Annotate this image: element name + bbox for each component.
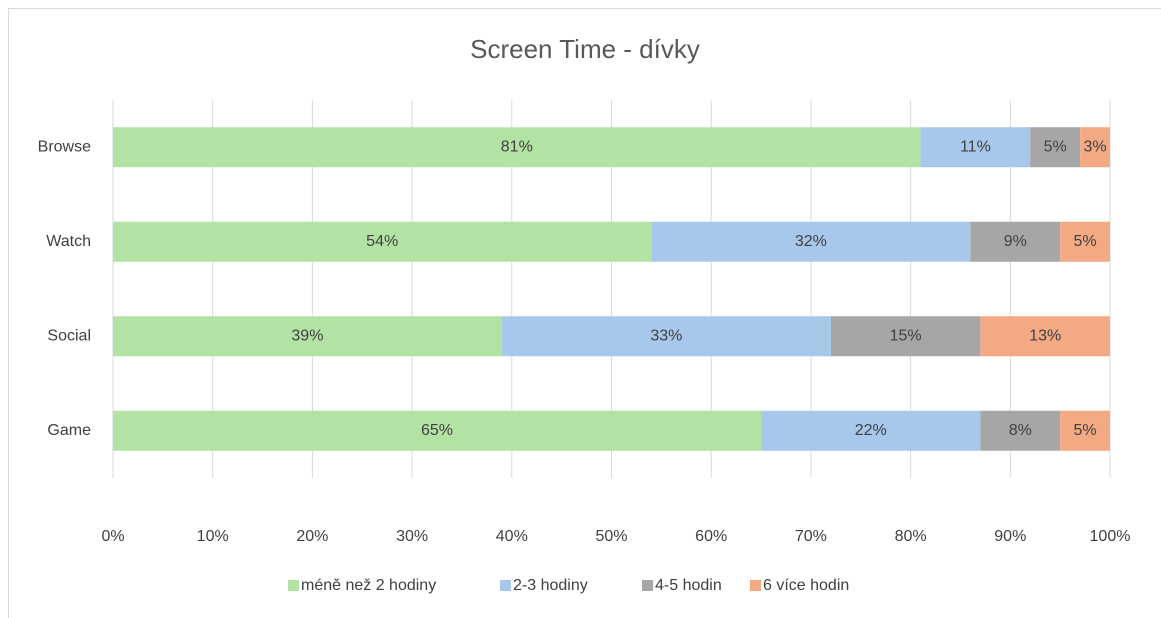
data-label: 13% — [1029, 327, 1061, 344]
bar-segment — [980, 410, 1061, 451]
x-tick-label: 90% — [994, 528, 1026, 545]
bar-segment — [113, 127, 921, 168]
bar-segment — [980, 316, 1110, 357]
data-label: 65% — [421, 422, 453, 439]
data-label: 5% — [1074, 422, 1097, 439]
legend-swatch — [500, 580, 511, 591]
bar-segment — [113, 410, 762, 451]
y-tick-label: Browse — [38, 138, 91, 155]
bar-segment — [501, 316, 831, 357]
legend-swatch — [750, 580, 761, 591]
bar-segment — [113, 316, 502, 357]
data-label: 54% — [366, 233, 398, 250]
y-tick-label: Watch — [46, 233, 91, 250]
bar-segment — [1080, 127, 1110, 168]
y-tick-label: Game — [47, 422, 91, 439]
bar-segment — [1060, 221, 1110, 262]
legend-label: 4-5 hodin — [655, 577, 722, 594]
data-label: 5% — [1074, 233, 1097, 250]
bar-segment — [651, 221, 971, 262]
data-label: 11% — [960, 138, 991, 155]
data-label: 32% — [795, 233, 827, 250]
legend-swatch — [642, 580, 653, 591]
y-tick-label: Social — [47, 327, 91, 344]
data-label: 9% — [1004, 233, 1027, 250]
data-label: 39% — [291, 327, 323, 344]
bar-segment — [113, 221, 652, 262]
bar-segment — [970, 221, 1061, 262]
bar-segment — [1030, 127, 1081, 168]
legend-swatch — [288, 580, 299, 591]
x-tick-label: 80% — [895, 528, 927, 545]
data-label: 5% — [1044, 138, 1067, 155]
data-label: 22% — [855, 422, 887, 439]
x-tick-label: 0% — [101, 528, 124, 545]
chart-title: Screen Time - dívky — [470, 34, 700, 64]
bar-segment — [830, 316, 981, 357]
x-tick-label: 30% — [396, 528, 428, 545]
chart-frame — [8, 8, 1161, 618]
data-label: 15% — [890, 327, 922, 344]
x-tick-label: 60% — [695, 528, 727, 545]
bar-segment — [761, 410, 981, 451]
data-label: 3% — [1083, 138, 1106, 155]
data-label: 33% — [650, 327, 682, 344]
legend-label: 6 více hodin — [763, 577, 849, 594]
x-tick-label: 50% — [595, 528, 627, 545]
x-tick-label: 20% — [296, 528, 328, 545]
data-label: 81% — [501, 138, 533, 155]
x-tick-label: 40% — [496, 528, 528, 545]
legend-label: 2-3 hodiny — [513, 577, 588, 594]
data-label: 8% — [1009, 422, 1032, 439]
x-tick-label: 100% — [1090, 528, 1131, 545]
bar-segment — [920, 127, 1031, 168]
legend-label: méně než 2 hodiny — [301, 577, 436, 594]
x-tick-label: 10% — [197, 528, 229, 545]
x-tick-label: 70% — [795, 528, 827, 545]
bar-segment — [1060, 410, 1110, 451]
